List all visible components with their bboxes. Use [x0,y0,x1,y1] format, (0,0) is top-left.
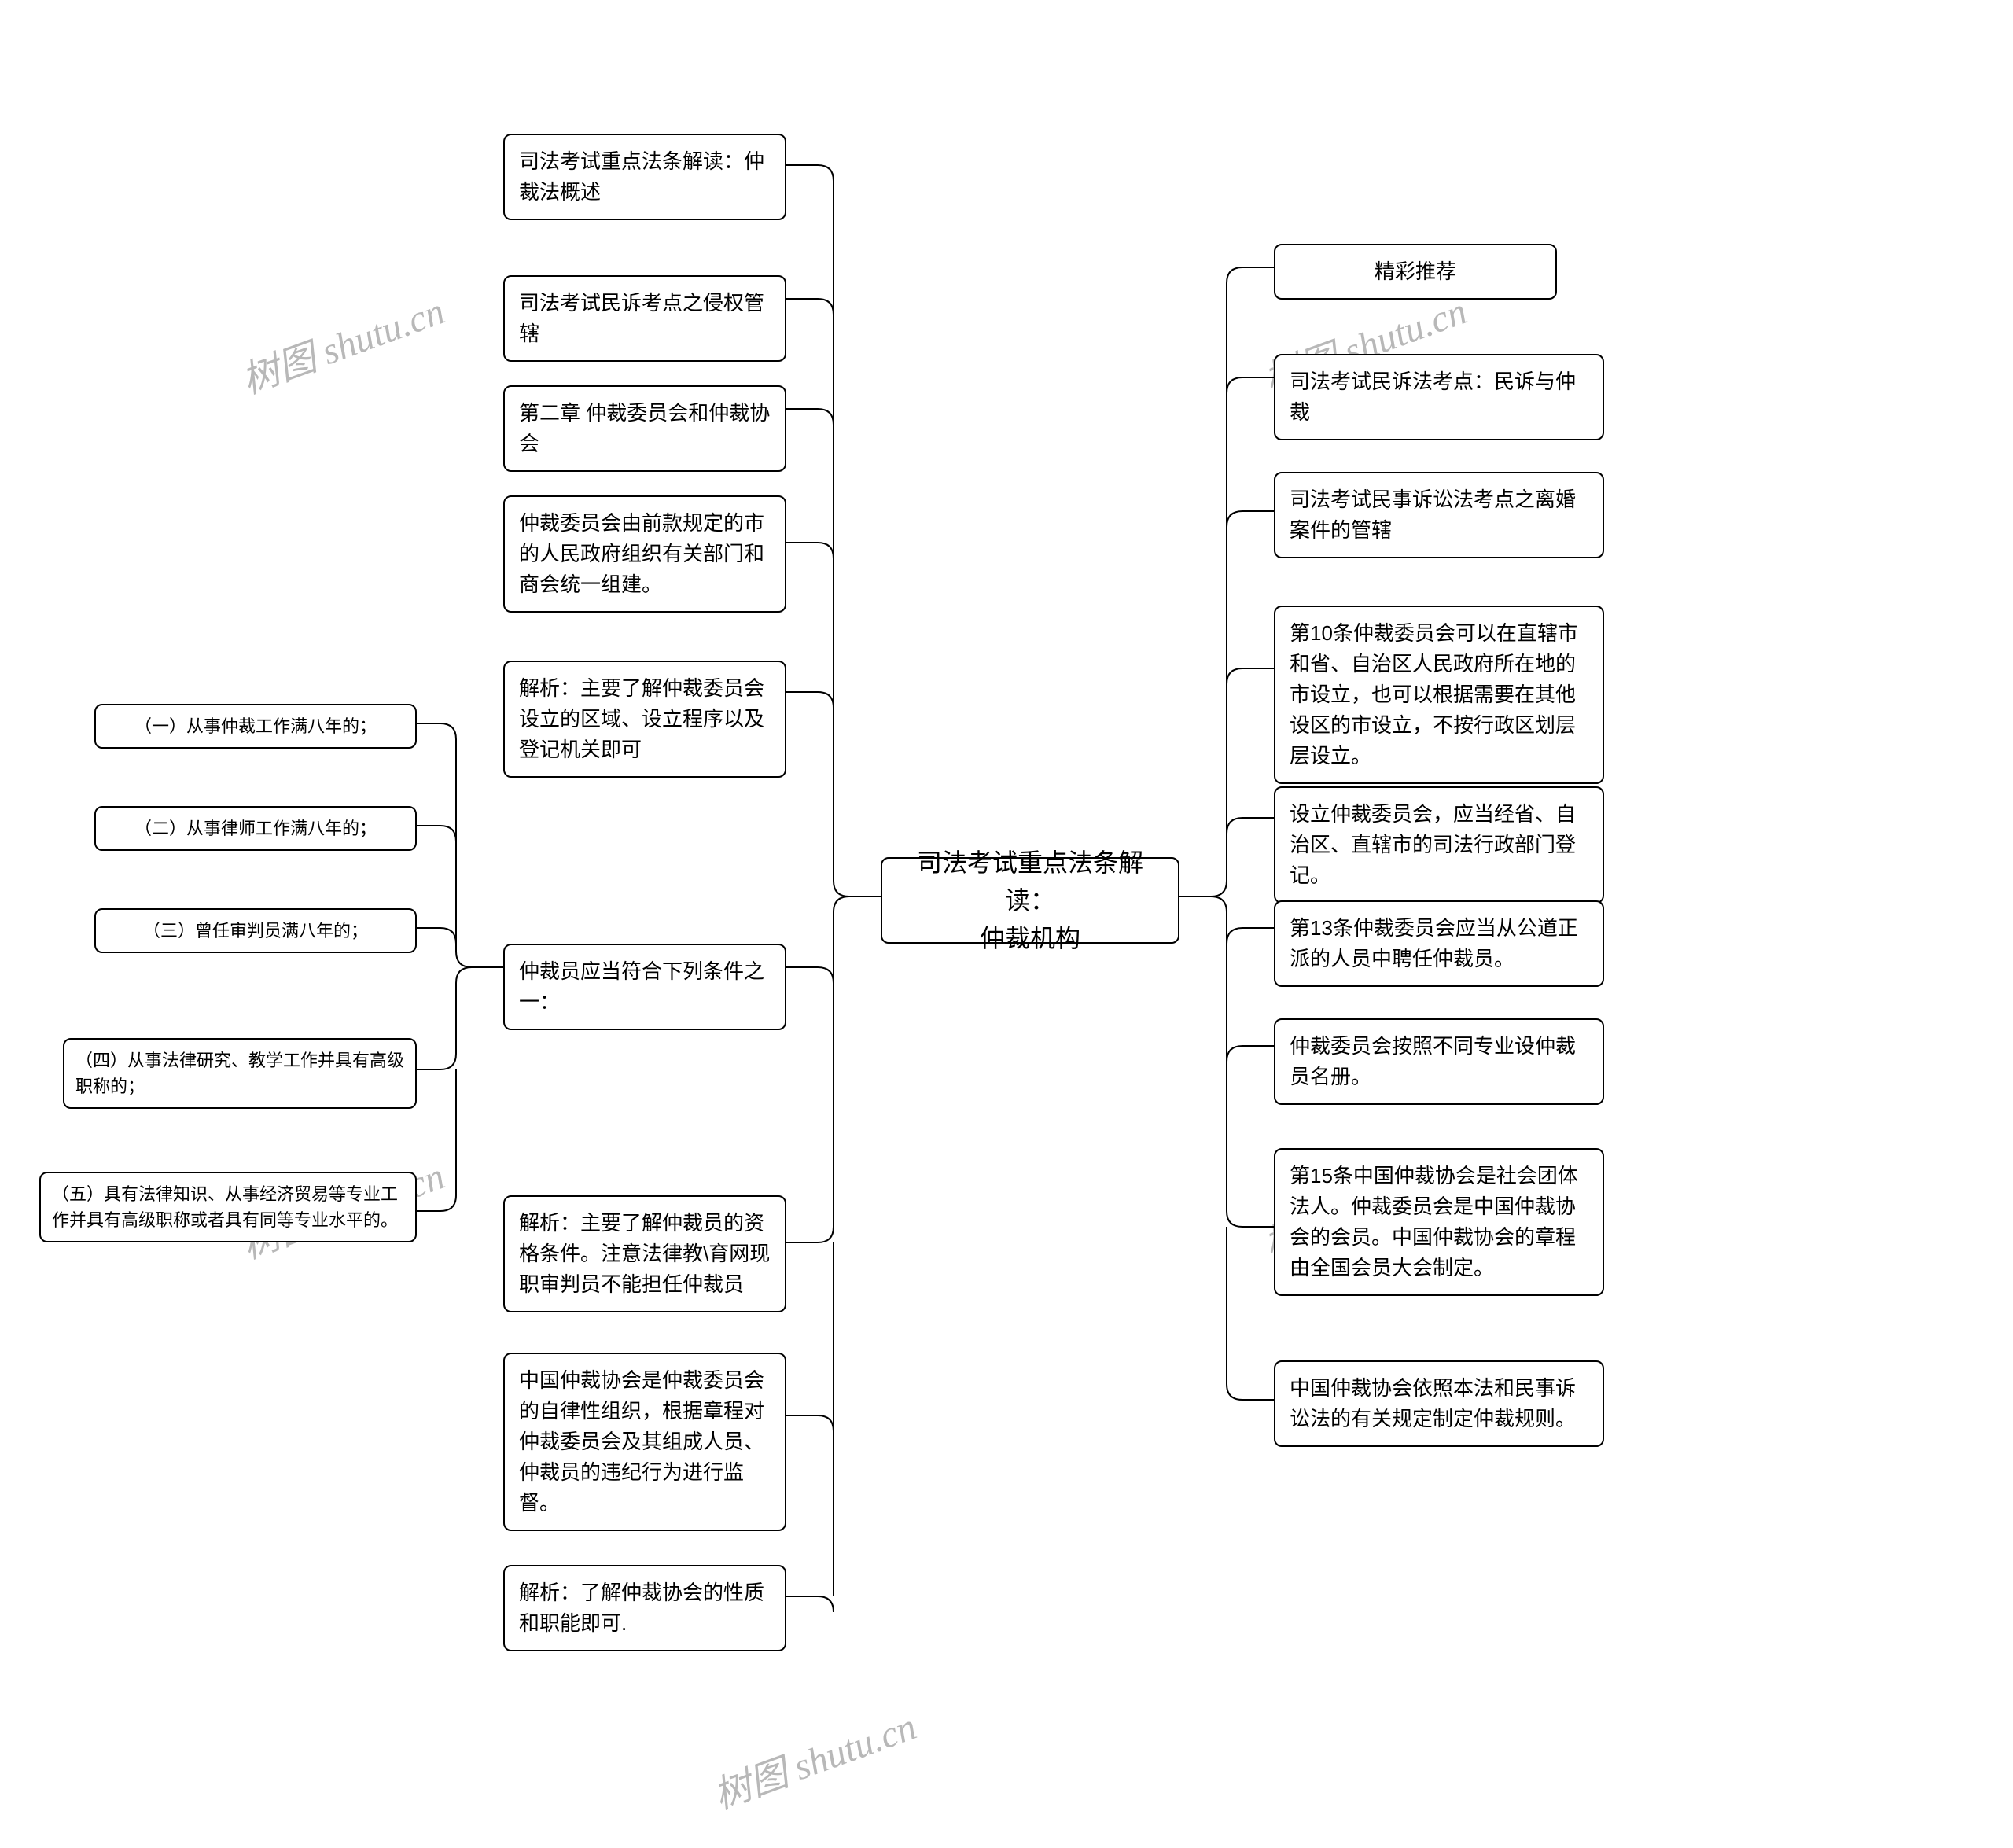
root-title-line2: 仲裁机构 [980,924,1080,952]
leaf-node-4: （五）具有法律知识、从事经济贸易等专业工作并具有高级职称或者具有同等专业水平的。 [39,1172,417,1242]
watermark: 树图 shutu.cn [705,1695,922,1820]
leaf-node-0: （一）从事仲裁工作满八年的； [94,704,417,749]
left-node-8: 解析：了解仲裁协会的性质和职能即可. [503,1565,786,1651]
left-node-4: 解析：主要了解仲裁委员会设立的区域、设立程序以及登记机关即可 [503,661,786,778]
right-node-3: 第10条仲裁委员会可以在直辖市和省、自治区人民政府所在地的市设立，也可以根据需要… [1274,606,1604,784]
left-node-7: 中国仲裁协会是仲裁委员会的自律性组织，根据章程对仲裁委员会及其组成人员、仲裁员的… [503,1353,786,1531]
leaf-node-2: （三）曾任审判员满八年的； [94,908,417,953]
left-node-0: 司法考试重点法条解读：仲裁法概述 [503,134,786,220]
left-node-5: 仲裁员应当符合下列条件之一： [503,944,786,1030]
left-node-1: 司法考试民诉考点之侵权管辖 [503,275,786,362]
right-node-0: 精彩推荐 [1274,244,1557,300]
right-node-8: 中国仲裁协会依照本法和民事诉讼法的有关规定制定仲裁规则。 [1274,1360,1604,1447]
right-node-6: 仲裁委员会按照不同专业设仲裁员名册。 [1274,1018,1604,1105]
watermark: 树图 shutu.cn [233,280,451,404]
right-node-4: 设立仲裁委员会，应当经省、自治区、直辖市的司法行政部门登记。 [1274,786,1604,904]
right-node-1: 司法考试民诉法考点：民诉与仲裁 [1274,354,1604,440]
leaf-node-3: （四）从事法律研究、教学工作并具有高级职称的； [63,1038,417,1109]
left-node-6: 解析：主要了解仲裁员的资格条件。注意法律教\育网现职审判员不能担任仲裁员 [503,1195,786,1312]
right-node-5: 第13条仲裁委员会应当从公道正派的人员中聘任仲裁员。 [1274,900,1604,987]
right-node-7: 第15条中国仲裁协会是社会团体法人。仲裁委员会是中国仲裁协会的会员。中国仲裁协会… [1274,1148,1604,1296]
root-title-line1: 司法考试重点法条解读： [917,849,1143,915]
left-node-2: 第二章 仲裁委员会和仲裁协会 [503,385,786,472]
right-node-2: 司法考试民事诉讼法考点之离婚案件的管辖 [1274,472,1604,558]
leaf-node-1: （二）从事律师工作满八年的； [94,806,417,851]
root-node: 司法考试重点法条解读： 仲裁机构 [881,857,1179,944]
left-node-3: 仲裁委员会由前款规定的市的人民政府组织有关部门和商会统一组建。 [503,495,786,613]
